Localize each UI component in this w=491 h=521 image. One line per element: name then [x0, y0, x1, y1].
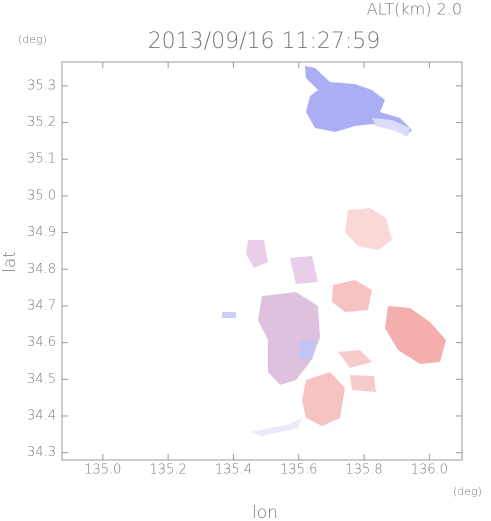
y-tick-label: 34.8	[27, 262, 56, 277]
y-tick-label: 35.3	[27, 78, 56, 93]
y-tick-label: 34.9	[27, 225, 56, 240]
x-unit: (deg)	[453, 485, 482, 498]
altitude-label: ALT(km) 2.0	[367, 0, 462, 19]
x-tick-label: 135.0	[84, 463, 121, 478]
y-tick-label: 35.0	[27, 188, 56, 203]
x-tick-label: 135.2	[150, 463, 187, 478]
y-tick-label: 35.1	[27, 152, 56, 167]
y-tick-label: 34.4	[27, 408, 56, 423]
x-tick-label: 135.8	[345, 463, 382, 478]
y-unit: (deg)	[18, 33, 47, 46]
echo-regions	[222, 66, 446, 436]
y-tick-label: 34.6	[27, 335, 56, 350]
y-tick-label: 34.3	[27, 445, 56, 460]
plot-frame	[61, 61, 463, 461]
x-tick-label: 135.6	[280, 463, 317, 478]
x-tick-label: 136.0	[411, 463, 448, 478]
chart-title: 2013/09/16 11:27:59	[148, 29, 381, 54]
x-axis-label: lon	[252, 503, 278, 521]
y-tick-label: 34.7	[27, 298, 56, 313]
y-axis-label: lat	[0, 251, 20, 273]
y-tick-label: 34.5	[27, 372, 56, 387]
y-tick-label: 35.2	[27, 115, 56, 130]
x-tick-label: 135.4	[215, 463, 252, 478]
